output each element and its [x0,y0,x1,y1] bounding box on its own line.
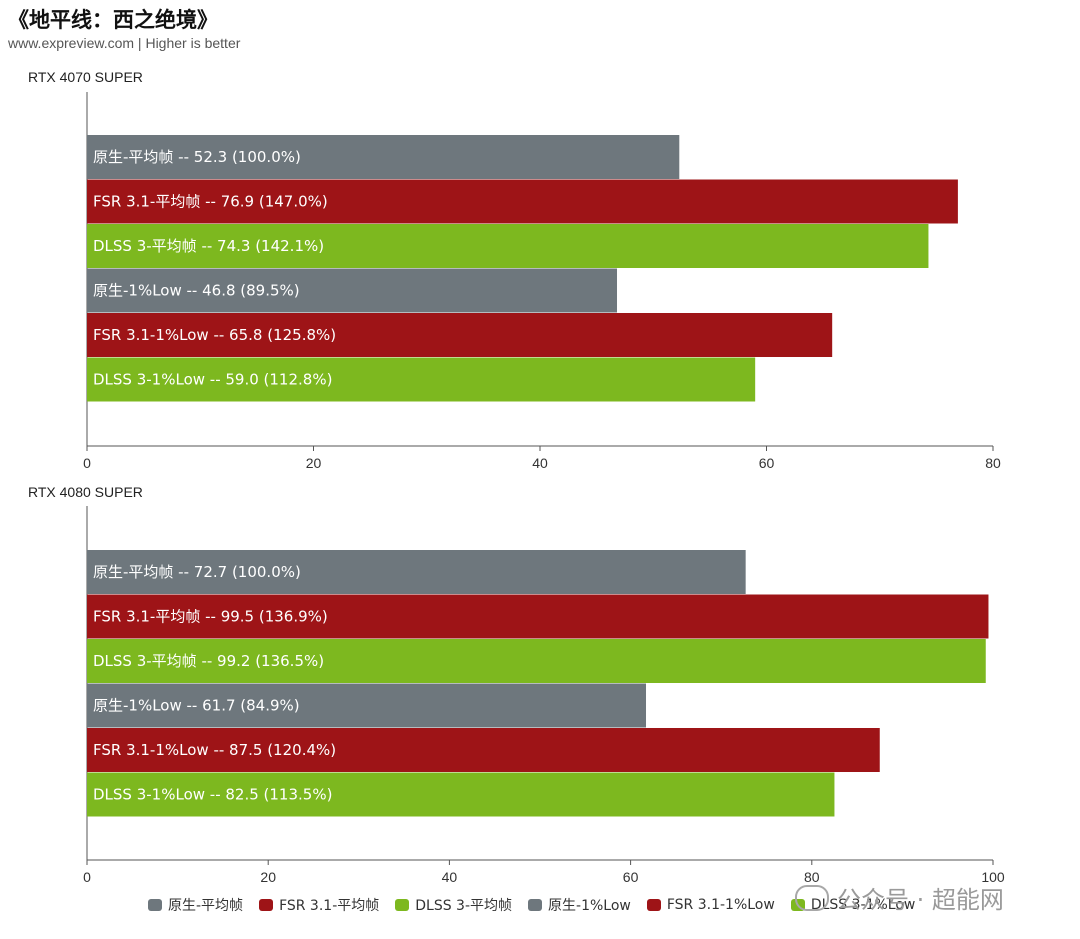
x-tick-label: 100 [981,869,1005,885]
bar-label: DLSS 3-平均帧 -- 99.2 (136.5%) [93,652,324,670]
x-tick-label: 0 [83,869,91,885]
x-tick-label: 40 [442,869,458,885]
bar [87,135,680,179]
wechat-icon [795,884,829,911]
legend-label: 原生-平均帧 [168,898,244,914]
legend-label: DLSS 3-平均帧 [415,898,513,914]
bar-label: 原生-平均帧 -- 72.7 (100.0%) [93,563,301,581]
bar-label: DLSS 3-平均帧 -- 74.3 (142.1%) [93,237,324,255]
x-tick-label: 0 [83,455,91,471]
bar [87,357,756,402]
bar [87,313,833,357]
bar [87,224,929,268]
legend-label: DLSS 3-1%Low [810,897,916,913]
chart-title: 《地平线：西之绝境》 [8,8,218,32]
bar [87,639,986,683]
chart-subtitle: www.expreview.com | Higher is better [8,35,241,51]
panel-title: RTX 4080 SUPER [28,484,143,500]
bar-label: FSR 3.1-1%Low -- 65.8 (125.8%) [93,326,336,344]
bar [87,550,746,594]
legend-item: FSR 3.1-平均帧 [259,895,379,915]
legend-label: 原生-1%Low [548,898,631,914]
bar-label: DLSS 3-1%Low -- 59.0 (112.8%) [93,371,332,389]
panel-title: RTX 4070 SUPER [28,69,143,85]
legend-swatch [528,899,543,911]
x-tick-label: 80 [985,455,1001,471]
x-tick-label: 40 [532,455,548,471]
x-tick-label: 20 [306,455,322,471]
legend-swatch [148,899,162,911]
bar-label: 原生-1%Low -- 61.7 (84.9%) [93,697,300,715]
x-tick-label: 80 [804,869,820,885]
legend-item: 原生-1%Low [528,895,631,915]
bar-label: FSR 3.1-平均帧 -- 99.5 (136.9%) [93,608,328,626]
legend-label: FSR 3.1-1%Low [666,897,775,913]
watermark: 公众号 · 超能网 [795,880,1004,915]
legend-label: FSR 3.1-平均帧 [279,898,380,914]
x-tick-label: 20 [260,869,276,885]
bar-label: FSR 3.1-平均帧 -- 76.9 (147.0%) [93,193,328,211]
bar [87,683,647,728]
watermark-text: 公众号 · 超能网 [837,886,1004,914]
bar-label: FSR 3.1-1%Low -- 87.5 (120.4%) [93,741,336,759]
bar-label: DLSS 3-1%Low -- 82.5 (113.5%) [93,786,332,804]
bar-label: 原生-1%Low -- 46.8 (89.5%) [93,282,300,300]
x-tick-label: 60 [623,869,639,885]
bar [87,179,958,224]
bar [87,728,880,772]
legend-swatch [646,899,661,911]
legend: 原生-平均帧 FSR 3.1-平均帧 DLSS 3-平均帧 原生-1%Low F… [148,895,915,915]
bar-label: 原生-平均帧 -- 52.3 (100.0%) [93,148,301,166]
legend-item: 原生-平均帧 [148,895,243,915]
bar [87,268,618,313]
legend-swatch [395,899,410,911]
x-tick-label: 60 [759,455,775,471]
legend-item: FSR 3.1-1%Low [646,895,775,915]
bar [87,772,835,817]
legend-swatch [259,899,274,911]
legend-item: DLSS 3-平均帧 [395,895,512,915]
bar [87,594,989,639]
